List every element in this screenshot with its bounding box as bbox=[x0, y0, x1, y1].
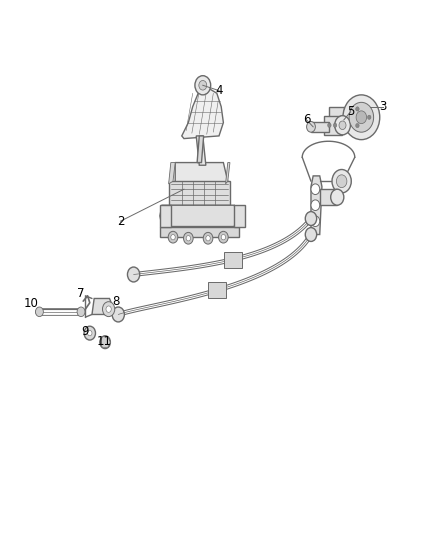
Text: 7: 7 bbox=[77, 287, 85, 300]
Polygon shape bbox=[226, 163, 230, 184]
Text: 11: 11 bbox=[97, 335, 112, 348]
Circle shape bbox=[356, 124, 359, 128]
Circle shape bbox=[127, 267, 140, 282]
Polygon shape bbox=[171, 163, 228, 184]
Circle shape bbox=[339, 121, 346, 130]
Circle shape bbox=[171, 235, 175, 240]
Circle shape bbox=[35, 307, 43, 317]
Circle shape bbox=[349, 102, 374, 132]
Polygon shape bbox=[224, 252, 242, 268]
Circle shape bbox=[343, 95, 380, 140]
Polygon shape bbox=[182, 88, 223, 139]
Circle shape bbox=[356, 111, 367, 124]
Circle shape bbox=[311, 216, 320, 227]
Text: 10: 10 bbox=[24, 297, 39, 310]
Circle shape bbox=[84, 326, 95, 340]
Circle shape bbox=[206, 236, 210, 241]
Polygon shape bbox=[169, 163, 175, 184]
Polygon shape bbox=[328, 107, 344, 128]
Text: 3: 3 bbox=[380, 100, 387, 113]
Circle shape bbox=[356, 107, 359, 111]
Text: 2: 2 bbox=[117, 215, 124, 228]
Polygon shape bbox=[160, 205, 237, 227]
Polygon shape bbox=[100, 337, 110, 348]
Circle shape bbox=[331, 189, 344, 205]
Circle shape bbox=[307, 122, 315, 132]
Text: 9: 9 bbox=[81, 325, 89, 338]
Circle shape bbox=[112, 307, 124, 322]
Circle shape bbox=[102, 302, 115, 317]
Circle shape bbox=[168, 231, 178, 243]
Circle shape bbox=[333, 123, 337, 127]
Circle shape bbox=[106, 306, 111, 312]
Polygon shape bbox=[160, 227, 239, 237]
Circle shape bbox=[305, 228, 317, 241]
Circle shape bbox=[336, 175, 347, 188]
Circle shape bbox=[88, 330, 92, 336]
Polygon shape bbox=[324, 116, 342, 135]
Text: 6: 6 bbox=[303, 114, 311, 126]
Polygon shape bbox=[320, 189, 337, 205]
Circle shape bbox=[332, 169, 351, 193]
Circle shape bbox=[305, 212, 317, 225]
Polygon shape bbox=[234, 205, 245, 227]
Circle shape bbox=[186, 236, 191, 241]
Circle shape bbox=[311, 184, 320, 195]
Polygon shape bbox=[311, 122, 328, 132]
Circle shape bbox=[335, 116, 350, 135]
Circle shape bbox=[219, 231, 228, 243]
Text: 8: 8 bbox=[113, 295, 120, 308]
Polygon shape bbox=[160, 205, 171, 227]
Text: 4: 4 bbox=[215, 84, 223, 97]
Circle shape bbox=[367, 115, 371, 119]
Circle shape bbox=[77, 307, 85, 317]
Circle shape bbox=[184, 232, 193, 244]
Polygon shape bbox=[196, 136, 206, 165]
Circle shape bbox=[221, 235, 226, 240]
Polygon shape bbox=[208, 282, 226, 298]
Polygon shape bbox=[169, 181, 230, 205]
Circle shape bbox=[328, 123, 331, 127]
Circle shape bbox=[100, 336, 110, 349]
Text: 5: 5 bbox=[347, 106, 354, 118]
Circle shape bbox=[311, 200, 320, 211]
Circle shape bbox=[195, 76, 211, 95]
Circle shape bbox=[203, 232, 213, 244]
Circle shape bbox=[199, 80, 207, 90]
Polygon shape bbox=[92, 298, 112, 314]
Polygon shape bbox=[311, 176, 322, 235]
Polygon shape bbox=[197, 136, 204, 163]
